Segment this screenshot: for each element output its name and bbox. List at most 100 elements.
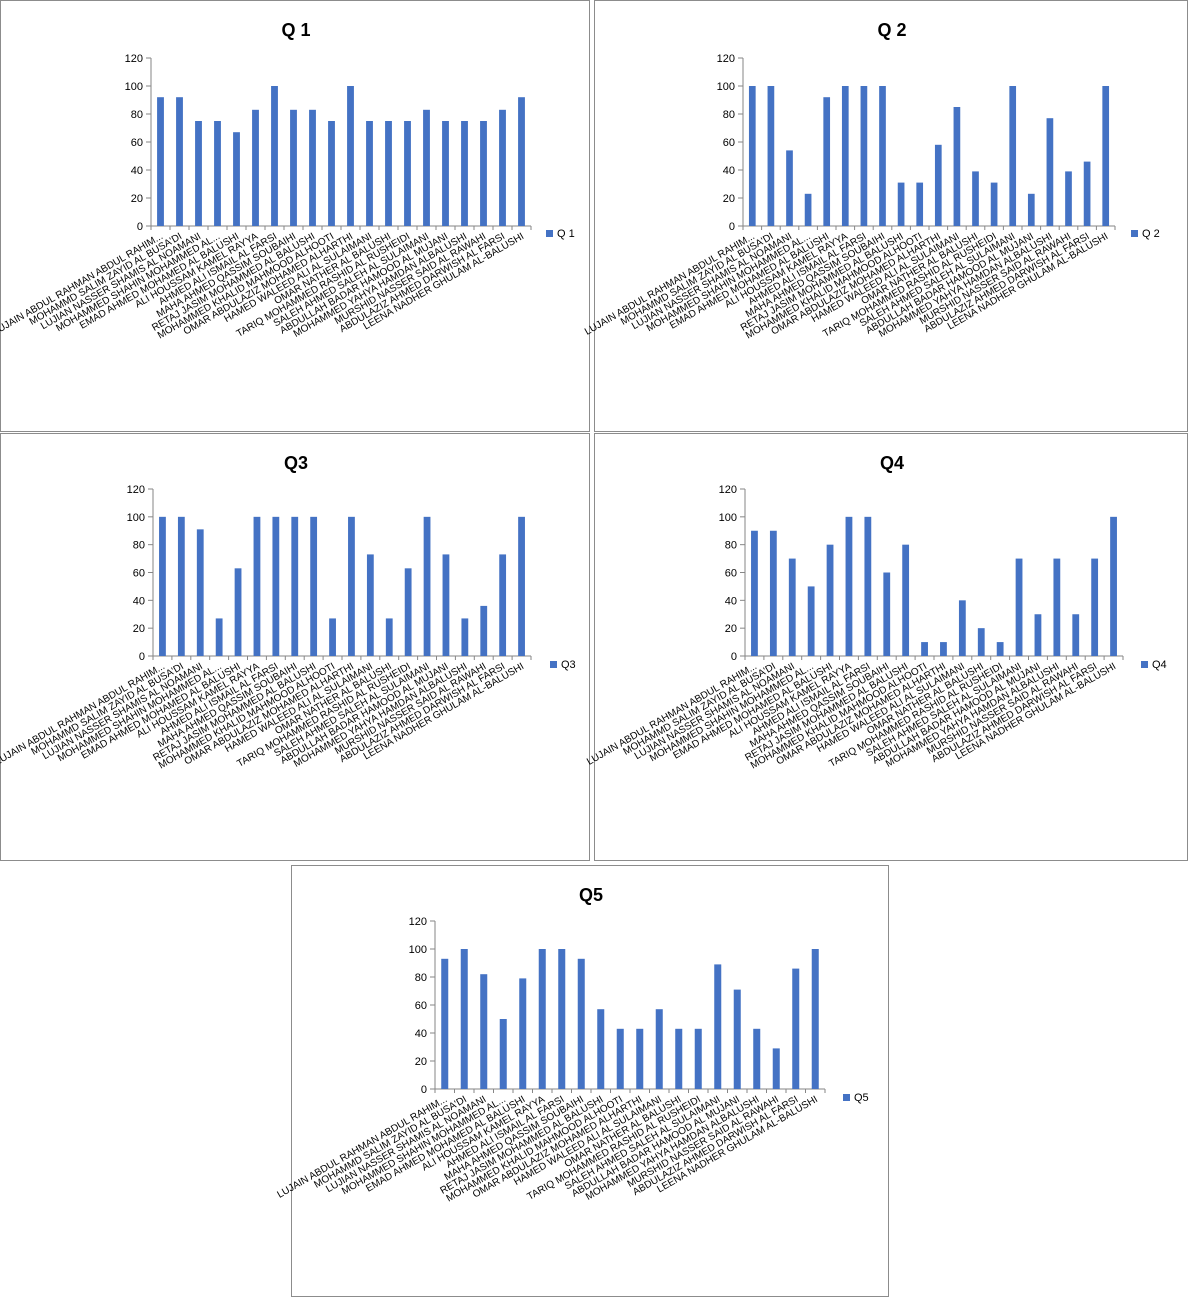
bar — [195, 121, 202, 226]
legend-label: Q4 — [1152, 659, 1167, 671]
bar — [897, 182, 905, 226]
y-tick-label: 40 — [723, 165, 735, 177]
legend-swatch — [1131, 230, 1138, 237]
legend-label: Q 1 — [557, 228, 575, 240]
bar — [215, 618, 223, 656]
chart-panel-q2: Q 2 0 20 40 60 80 100 120 LUJAIN ABDUL RAHMAN AB… — [583, 0, 1188, 432]
bar — [348, 516, 355, 656]
bar — [404, 568, 412, 656]
bar — [252, 109, 259, 226]
bar — [636, 1028, 644, 1089]
y-tick-label: 60 — [723, 137, 735, 149]
y-tick-label: 0 — [731, 651, 737, 663]
bar — [290, 109, 297, 226]
chart-panel-q5: Q5 0 20 40 60 80 100 120 LUJAIN ABDUL RAHMAN ABD… — [275, 865, 889, 1297]
bar — [499, 109, 506, 226]
bar — [902, 544, 910, 656]
bar — [826, 544, 834, 656]
bar — [883, 572, 891, 656]
bar — [953, 107, 961, 226]
y-tick-label: 80 — [133, 540, 145, 552]
bar — [769, 530, 777, 656]
y-tick-label: 100 — [717, 81, 735, 93]
bar — [385, 121, 392, 226]
bar — [159, 516, 166, 656]
bar — [460, 949, 468, 1089]
y-tick-label: 20 — [131, 193, 143, 205]
y-tick-label: 80 — [415, 972, 427, 984]
bar — [558, 949, 566, 1089]
y-tick-label: 60 — [133, 568, 145, 580]
bar — [176, 97, 183, 226]
bar — [1009, 86, 1017, 226]
bar — [329, 618, 336, 656]
bar — [751, 530, 758, 656]
y-tick-label: 0 — [421, 1084, 427, 1096]
bar — [934, 144, 942, 226]
bar — [972, 171, 979, 226]
y-tick-label: 40 — [415, 1028, 427, 1040]
bar — [577, 958, 585, 1089]
y-tick-label: 120 — [409, 916, 427, 928]
bar — [1110, 516, 1117, 656]
y-tick-label: 0 — [729, 221, 735, 233]
y-tick-label: 100 — [127, 512, 145, 524]
chart-panel-q3: Q3 0 20 40 60 80 100 120 LUJAIN ABDUL RAHMAN ABD… — [0, 433, 590, 861]
bar — [196, 529, 204, 656]
y-tick-label: 100 — [125, 81, 143, 93]
bar — [1046, 118, 1054, 226]
bar — [916, 182, 924, 226]
bar — [733, 989, 741, 1089]
chart-panel-q1: Q 1 0 20 40 60 80 100 120 LUJAIN ABDUL RAHMAN AB… — [0, 0, 590, 432]
bar — [233, 132, 240, 226]
y-tick-label: 40 — [725, 595, 737, 607]
bar — [811, 949, 819, 1089]
bar — [309, 109, 316, 226]
bar — [1091, 558, 1099, 656]
bar — [841, 86, 849, 226]
bar — [423, 516, 431, 656]
y-tick-label: 100 — [409, 944, 427, 956]
bar — [655, 1009, 663, 1089]
bar — [177, 516, 185, 656]
bar — [1083, 161, 1091, 226]
y-tick-label: 40 — [133, 595, 145, 607]
bar — [772, 1048, 780, 1089]
chart-panel-q4: Q4 0 20 40 60 80 100 120 LUJAIN ABDUL RAHMAN ABD… — [585, 433, 1188, 861]
bar — [714, 964, 722, 1089]
legend-label: Q5 — [854, 1092, 869, 1104]
bar — [157, 97, 164, 226]
legend-swatch — [843, 1094, 850, 1101]
bar — [675, 1028, 683, 1089]
bar — [786, 150, 793, 226]
bar — [792, 968, 800, 1089]
y-tick-label: 0 — [137, 221, 143, 233]
bar — [518, 516, 525, 656]
bar — [519, 978, 527, 1089]
bar — [748, 86, 756, 226]
bar — [616, 1028, 624, 1089]
chart-title: Q 2 — [877, 20, 906, 40]
bar — [442, 121, 449, 226]
y-tick-label: 80 — [725, 540, 737, 552]
bar — [1015, 558, 1023, 656]
y-tick-label: 120 — [127, 484, 145, 496]
legend-label: Q 2 — [1142, 228, 1160, 240]
bar — [291, 516, 299, 656]
bar — [499, 554, 507, 656]
bar — [1102, 86, 1110, 226]
bar — [807, 586, 815, 656]
legend-swatch — [546, 230, 553, 237]
bar — [804, 193, 812, 226]
chart-title: Q5 — [579, 885, 603, 905]
y-tick-label: 20 — [415, 1056, 427, 1068]
bar — [441, 958, 449, 1089]
bar — [461, 618, 469, 656]
bar — [958, 600, 966, 656]
bar — [1027, 193, 1035, 226]
bar — [977, 628, 985, 656]
